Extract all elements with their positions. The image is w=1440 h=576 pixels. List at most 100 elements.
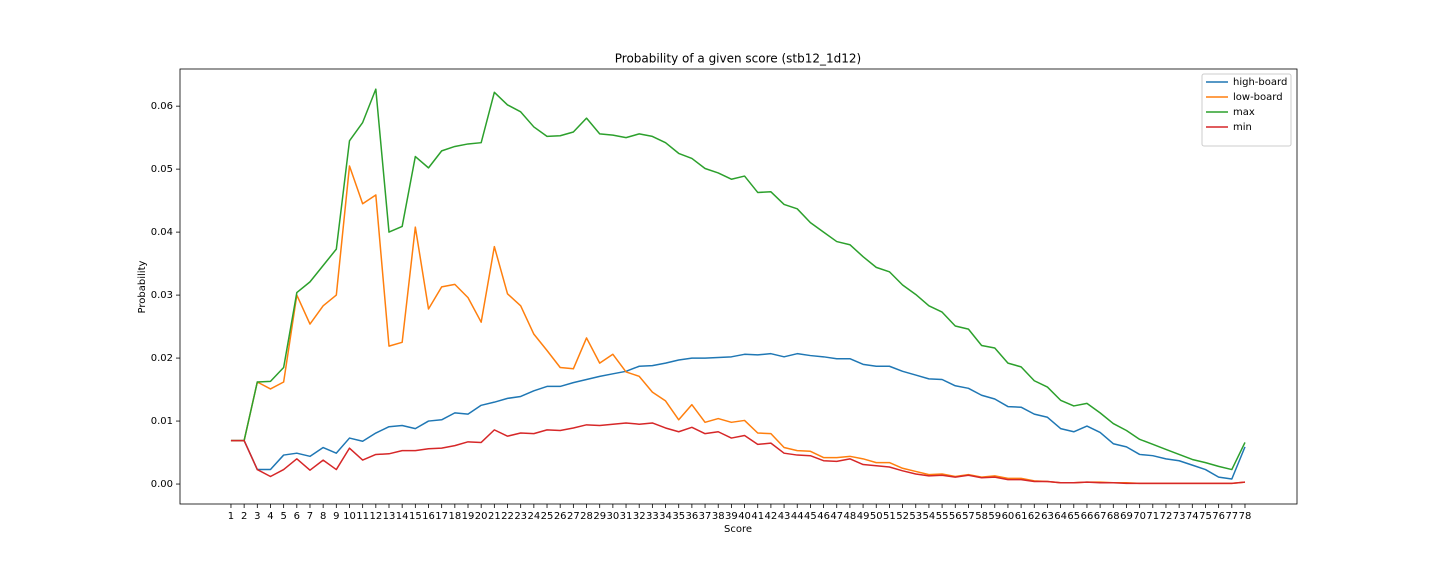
x-tick-label: 32 bbox=[633, 511, 646, 522]
x-tick-label: 19 bbox=[462, 511, 475, 522]
x-tick-label: 24 bbox=[527, 511, 540, 522]
x-tick-label: 16 bbox=[422, 511, 435, 522]
x-tick-label: 35 bbox=[672, 511, 685, 522]
plot-frame bbox=[179, 68, 1298, 505]
x-tick-label: 27 bbox=[567, 511, 580, 522]
x-tick-label: 37 bbox=[699, 511, 712, 522]
x-axis-label: Score bbox=[724, 524, 752, 535]
series-line bbox=[230, 422, 1246, 485]
x-tick-label: 62 bbox=[1028, 511, 1041, 522]
chart-title: Probability of a given score (stb12_1d12… bbox=[615, 52, 861, 66]
x-tick-label: 9 bbox=[333, 511, 339, 522]
x-tick-label: 56 bbox=[949, 511, 962, 522]
x-tick-label: 17 bbox=[435, 511, 448, 522]
x-tick-label: 61 bbox=[1015, 511, 1028, 522]
x-tick-label: 4 bbox=[267, 511, 273, 522]
x-tick-label: 67 bbox=[1094, 511, 1107, 522]
x-tick-label: 18 bbox=[448, 511, 461, 522]
x-tick-label: 69 bbox=[1120, 511, 1133, 522]
x-tick-label: 10 bbox=[343, 511, 356, 522]
x-tick-label: 43 bbox=[778, 511, 791, 522]
x-tick-label: 68 bbox=[1107, 511, 1120, 522]
series-line bbox=[230, 88, 1246, 471]
x-tick-label: 20 bbox=[475, 511, 488, 522]
series-line bbox=[230, 352, 1246, 480]
legend-box bbox=[1201, 73, 1292, 147]
x-tick-label: 44 bbox=[791, 511, 804, 522]
x-tick-label: 34 bbox=[659, 511, 672, 522]
x-tick-label: 60 bbox=[1002, 511, 1015, 522]
x-tick-label: 31 bbox=[620, 511, 633, 522]
x-tick-label: 30 bbox=[606, 511, 619, 522]
x-tick-label: 47 bbox=[830, 511, 843, 522]
x-tick-label: 77 bbox=[1225, 511, 1238, 522]
x-tick-label: 72 bbox=[1160, 511, 1173, 522]
x-tick-label: 13 bbox=[383, 511, 396, 522]
y-tick-label: 0.03 bbox=[151, 290, 173, 301]
x-tick-label: 75 bbox=[1199, 511, 1212, 522]
x-tick-label: 22 bbox=[501, 511, 514, 522]
x-tick-label: 53 bbox=[909, 511, 922, 522]
x-tick-label: 50 bbox=[870, 511, 883, 522]
legend-label: low-board bbox=[1233, 92, 1283, 103]
x-tick-label: 46 bbox=[817, 511, 830, 522]
x-tick-label: 12 bbox=[369, 511, 382, 522]
y-axis-label: Probability bbox=[137, 260, 148, 313]
x-tick-label: 71 bbox=[1146, 511, 1159, 522]
x-tick-label: 14 bbox=[396, 511, 409, 522]
x-tick-label: 65 bbox=[1067, 511, 1080, 522]
x-tick-label: 76 bbox=[1212, 511, 1225, 522]
x-tick-label: 74 bbox=[1186, 511, 1199, 522]
x-tick-label: 64 bbox=[1054, 511, 1067, 522]
x-tick-label: 41 bbox=[751, 511, 764, 522]
legend-label: max bbox=[1233, 107, 1255, 118]
x-tick-label: 5 bbox=[280, 511, 286, 522]
x-tick-label: 25 bbox=[541, 511, 554, 522]
x-tick-label: 21 bbox=[488, 511, 501, 522]
x-tick-label: 29 bbox=[593, 511, 606, 522]
x-tick-label: 2 bbox=[241, 511, 247, 522]
x-tick-label: 54 bbox=[923, 511, 936, 522]
y-tick-label: 0.01 bbox=[151, 416, 173, 427]
x-tick-label: 59 bbox=[988, 511, 1001, 522]
x-tick-label: 66 bbox=[1081, 511, 1094, 522]
y-tick-label: 0.02 bbox=[151, 353, 173, 364]
y-tick-label: 0.05 bbox=[151, 164, 173, 175]
x-tick-label: 57 bbox=[962, 511, 975, 522]
x-tick-label: 23 bbox=[514, 511, 527, 522]
x-tick-label: 3 bbox=[254, 511, 260, 522]
y-tick-label: 0.06 bbox=[151, 101, 173, 112]
x-tick-label: 39 bbox=[725, 511, 738, 522]
x-tick-label: 78 bbox=[1239, 511, 1252, 522]
x-tick-label: 48 bbox=[844, 511, 857, 522]
y-tick-label: 0.00 bbox=[151, 479, 173, 490]
x-tick-label: 42 bbox=[765, 511, 778, 522]
x-tick-label: 63 bbox=[1041, 511, 1054, 522]
y-tick-label: 0.04 bbox=[151, 227, 173, 238]
x-tick-label: 33 bbox=[646, 511, 659, 522]
x-tick-label: 11 bbox=[356, 511, 369, 522]
x-tick-label: 51 bbox=[883, 511, 896, 522]
x-tick-label: 73 bbox=[1173, 511, 1186, 522]
legend-label: high-board bbox=[1233, 77, 1287, 88]
x-tick-label: 28 bbox=[580, 511, 593, 522]
x-tick-label: 1 bbox=[228, 511, 234, 522]
x-tick-label: 7 bbox=[307, 511, 313, 522]
x-tick-label: 52 bbox=[896, 511, 909, 522]
x-tick-label: 26 bbox=[554, 511, 567, 522]
x-tick-label: 40 bbox=[738, 511, 751, 522]
x-tick-label: 70 bbox=[1133, 511, 1146, 522]
x-tick-label: 6 bbox=[294, 511, 300, 522]
x-tick-label: 36 bbox=[686, 511, 699, 522]
x-tick-label: 15 bbox=[409, 511, 422, 522]
x-tick-label: 38 bbox=[712, 511, 725, 522]
x-tick-label: 8 bbox=[320, 511, 326, 522]
x-tick-label: 45 bbox=[804, 511, 817, 522]
legend-label: min bbox=[1233, 122, 1252, 133]
x-tick-label: 49 bbox=[857, 511, 870, 522]
x-tick-label: 55 bbox=[936, 511, 949, 522]
x-tick-label: 58 bbox=[975, 511, 988, 522]
